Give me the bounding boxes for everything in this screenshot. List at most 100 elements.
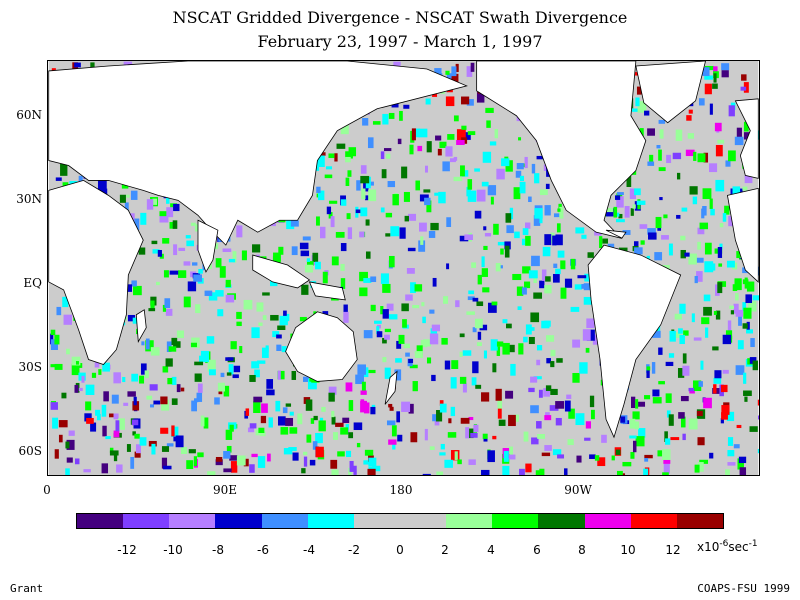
divergence-cell bbox=[633, 241, 639, 247]
divergence-cell bbox=[270, 314, 279, 321]
divergence-cell bbox=[519, 468, 525, 475]
divergence-cell bbox=[426, 357, 432, 364]
divergence-cell bbox=[686, 115, 692, 121]
divergence-cell bbox=[74, 384, 79, 393]
divergence-cell bbox=[161, 457, 168, 469]
divergence-cell bbox=[127, 314, 136, 322]
divergence-cell bbox=[316, 155, 325, 167]
divergence-cell bbox=[148, 308, 156, 312]
divergence-cell bbox=[328, 386, 337, 395]
divergence-cell bbox=[348, 400, 354, 412]
divergence-cell bbox=[380, 306, 384, 315]
land-south-america bbox=[587, 244, 682, 439]
divergence-cell bbox=[666, 410, 671, 418]
divergence-cell bbox=[735, 365, 745, 375]
divergence-cell bbox=[194, 373, 202, 382]
divergence-cell bbox=[446, 263, 450, 270]
divergence-cell bbox=[389, 406, 394, 411]
divergence-cell bbox=[472, 327, 477, 333]
divergence-cell bbox=[536, 345, 543, 351]
divergence-cell bbox=[528, 196, 532, 203]
divergence-cell bbox=[637, 101, 647, 113]
divergence-cell bbox=[301, 284, 309, 295]
divergence-cell bbox=[575, 413, 585, 426]
divergence-cell bbox=[712, 83, 718, 89]
divergence-cell bbox=[632, 204, 636, 209]
divergence-cell bbox=[306, 261, 314, 266]
divergence-cell bbox=[658, 119, 666, 124]
divergence-cell bbox=[392, 194, 399, 206]
divergence-cell bbox=[109, 447, 114, 453]
divergence-cell bbox=[131, 373, 139, 382]
divergence-cell bbox=[97, 180, 107, 192]
divergence-cell bbox=[577, 275, 587, 279]
divergence-cell bbox=[531, 255, 540, 267]
colorbar-swatch bbox=[261, 514, 308, 528]
divergence-cell bbox=[557, 208, 561, 212]
divergence-cell bbox=[490, 339, 498, 351]
divergence-cell bbox=[94, 360, 100, 368]
divergence-cell bbox=[496, 346, 501, 356]
divergence-cell bbox=[552, 235, 557, 246]
divergence-cell bbox=[748, 301, 757, 312]
divergence-cell bbox=[74, 62, 81, 68]
divergence-cell bbox=[270, 279, 278, 287]
divergence-cell bbox=[675, 332, 681, 338]
divergence-cell bbox=[506, 323, 512, 329]
divergence-cell bbox=[757, 415, 759, 420]
divergence-cell bbox=[130, 190, 138, 200]
divergence-cell bbox=[601, 434, 607, 443]
divergence-cell bbox=[709, 198, 713, 210]
divergence-cell bbox=[423, 339, 431, 347]
divergence-cell bbox=[680, 416, 686, 428]
divergence-cell bbox=[743, 372, 747, 384]
colorbar-swatch bbox=[676, 514, 723, 528]
divergence-cell bbox=[429, 309, 435, 314]
divergence-cell bbox=[133, 396, 137, 406]
divergence-cell bbox=[523, 336, 528, 343]
divergence-cell bbox=[719, 223, 724, 228]
divergence-cell bbox=[740, 86, 747, 91]
divergence-cell bbox=[175, 435, 184, 448]
divergence-cell bbox=[113, 372, 121, 384]
divergence-cell bbox=[315, 446, 324, 458]
divergence-cell bbox=[468, 290, 475, 295]
divergence-cell bbox=[462, 170, 469, 177]
divergence-cell bbox=[581, 284, 590, 289]
divergence-cell bbox=[159, 211, 167, 217]
divergence-cell bbox=[430, 328, 438, 335]
divergence-cell bbox=[541, 269, 547, 281]
divergence-cell bbox=[697, 462, 704, 472]
colorbar-tick: -8 bbox=[212, 543, 224, 557]
divergence-cell bbox=[679, 334, 685, 345]
divergence-cell bbox=[476, 342, 482, 347]
divergence-cell bbox=[475, 384, 482, 389]
divergence-cell bbox=[356, 442, 361, 448]
divergence-cell bbox=[380, 151, 385, 160]
divergence-cell bbox=[669, 330, 676, 342]
divergence-cell bbox=[162, 366, 169, 373]
divergence-cell bbox=[222, 248, 232, 252]
divergence-cell bbox=[320, 226, 326, 239]
divergence-cell bbox=[363, 278, 372, 283]
divergence-cell bbox=[522, 228, 529, 235]
divergence-cell bbox=[703, 397, 712, 409]
divergence-cell bbox=[617, 192, 624, 196]
divergence-cell bbox=[582, 329, 591, 341]
divergence-cell bbox=[477, 331, 482, 340]
divergence-cell bbox=[225, 429, 233, 440]
divergence-cell bbox=[744, 396, 748, 402]
divergence-cell bbox=[482, 287, 490, 293]
divergence-cell bbox=[86, 417, 94, 424]
divergence-cell bbox=[522, 163, 527, 168]
divergence-cell bbox=[728, 105, 735, 117]
divergence-cell bbox=[517, 306, 522, 310]
divergence-cell bbox=[276, 344, 282, 351]
divergence-cell bbox=[345, 382, 353, 392]
divergence-cell bbox=[387, 181, 396, 188]
divergence-cell bbox=[525, 463, 532, 473]
divergence-cell bbox=[629, 418, 636, 429]
land-north-america bbox=[476, 61, 647, 239]
divergence-cell bbox=[531, 437, 539, 445]
divergence-cell bbox=[160, 427, 169, 434]
